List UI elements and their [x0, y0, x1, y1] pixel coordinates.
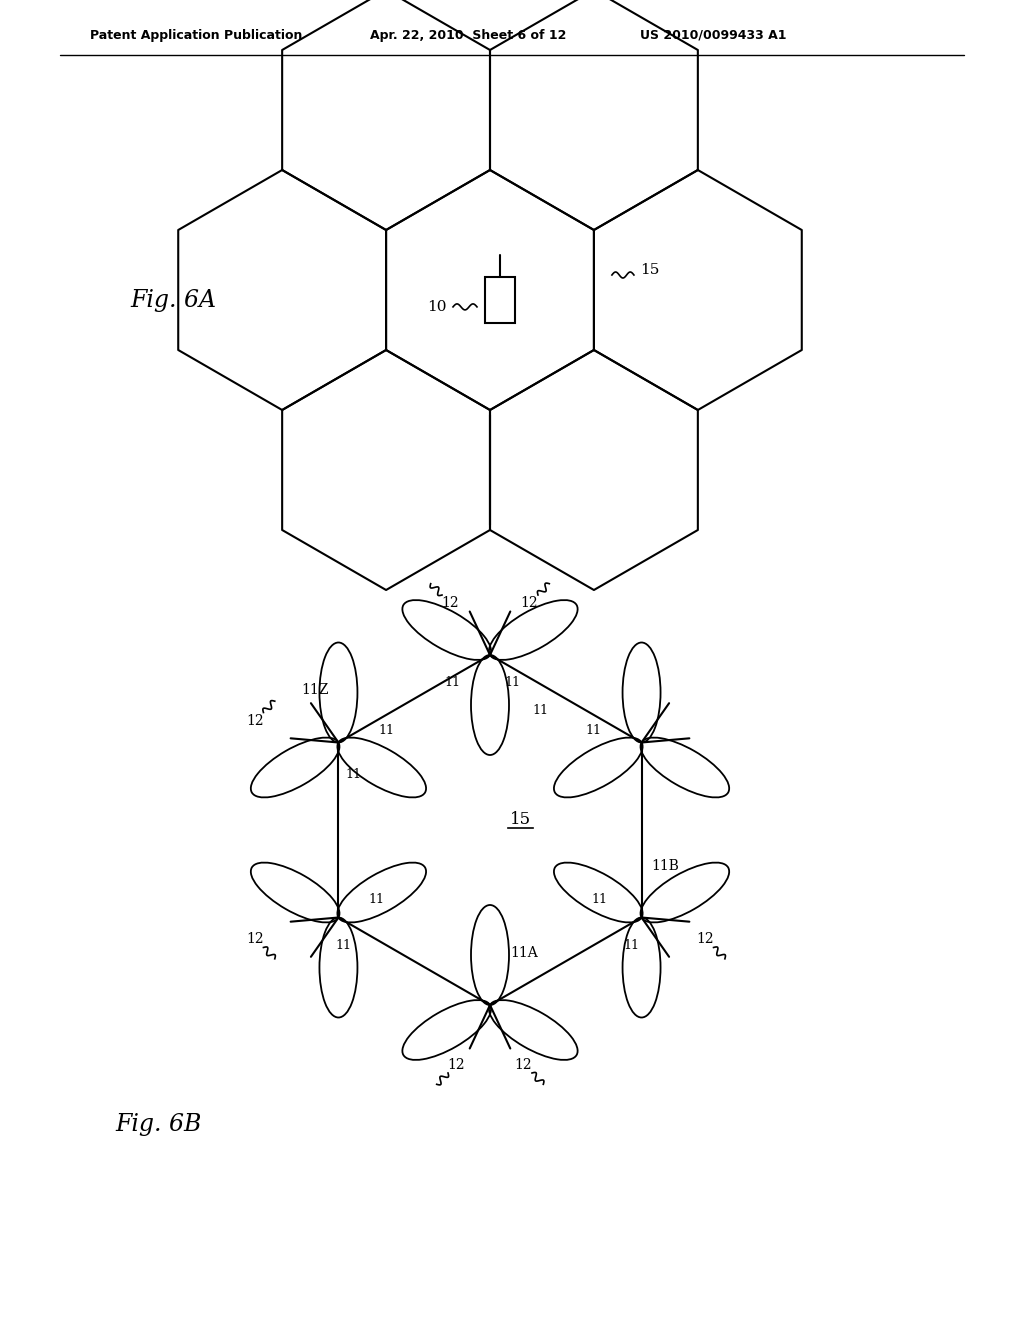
Text: 12: 12 [520, 597, 539, 610]
Text: Fig. 6A: Fig. 6A [130, 289, 216, 312]
Text: 11: 11 [624, 939, 640, 952]
Text: Patent Application Publication: Patent Application Publication [90, 29, 302, 41]
Text: Fig. 6B: Fig. 6B [115, 1114, 202, 1137]
Text: 11A: 11A [510, 946, 538, 960]
Text: 11: 11 [592, 894, 607, 906]
Text: 12: 12 [441, 597, 460, 610]
Text: 12: 12 [696, 932, 714, 946]
Text: 11: 11 [379, 723, 394, 737]
Text: 12: 12 [447, 1057, 465, 1072]
Text: 12: 12 [246, 932, 264, 946]
Text: 11: 11 [336, 939, 351, 952]
Text: 15: 15 [509, 812, 530, 829]
Text: Apr. 22, 2010  Sheet 6 of 12: Apr. 22, 2010 Sheet 6 of 12 [370, 29, 566, 41]
Text: 11: 11 [504, 676, 520, 689]
Text: 11: 11 [369, 894, 384, 906]
Text: 11Z: 11Z [301, 684, 329, 697]
Text: 12: 12 [246, 714, 264, 729]
Text: 11: 11 [586, 723, 601, 737]
Text: 12: 12 [515, 1057, 532, 1072]
Text: 11B: 11B [651, 858, 680, 873]
Text: US 2010/0099433 A1: US 2010/0099433 A1 [640, 29, 786, 41]
Bar [485, 277, 515, 323]
Text: 11: 11 [444, 676, 460, 689]
Text: 10: 10 [427, 300, 447, 314]
Text: 11: 11 [345, 768, 361, 781]
Text: 11: 11 [532, 704, 548, 717]
Text: 15: 15 [640, 263, 659, 277]
